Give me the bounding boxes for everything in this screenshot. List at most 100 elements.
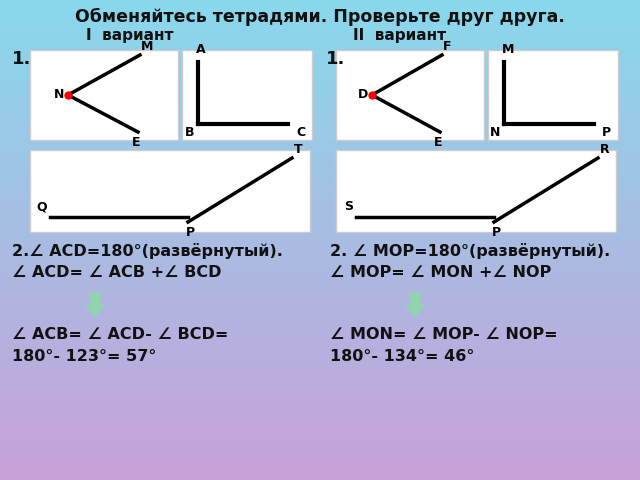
Bar [0,273,640,276]
Text: ∠ ACB= ∠ ACD- ∠ BCD=: ∠ ACB= ∠ ACD- ∠ BCD= [12,327,228,342]
Bar [0,458,640,461]
Bar [0,163,640,166]
Bar [0,278,640,281]
Text: P: P [602,126,611,139]
Bar [0,2,640,5]
Bar [0,151,640,154]
Bar [0,388,640,391]
Bar [0,350,640,353]
Bar [0,91,640,94]
Bar [0,372,640,374]
Bar [0,148,640,151]
Text: F: F [443,40,451,53]
Bar [0,67,640,70]
Bar [0,336,640,338]
Text: 1.: 1. [326,50,346,68]
Text: S: S [344,200,353,213]
Bar [0,300,640,302]
Bar [0,427,640,430]
Bar [0,38,640,41]
Bar [0,12,640,14]
Bar [0,324,640,326]
Bar [0,247,640,250]
Bar [0,417,640,420]
Bar [0,136,640,139]
Bar [30,50,178,140]
Bar [0,405,640,408]
Bar [0,223,640,226]
Bar [0,463,640,466]
Bar [0,122,640,125]
Bar [0,144,640,146]
Bar [0,367,640,370]
Bar [0,319,640,322]
Bar [0,268,640,271]
Bar [0,424,640,427]
Bar [0,50,640,53]
Text: R: R [600,143,610,156]
Bar [0,156,640,158]
Bar [0,69,640,72]
Bar [0,333,640,336]
Bar [0,297,640,300]
Bar [0,182,640,185]
Bar [0,316,640,319]
Bar [0,28,640,31]
Text: B: B [184,126,194,139]
Bar [0,242,640,245]
Bar [0,355,640,358]
Bar [0,436,640,439]
Bar [0,369,640,372]
Bar [0,396,640,398]
Bar [0,391,640,394]
Bar [0,170,640,173]
Bar [0,187,640,190]
Bar [0,108,640,110]
Bar [0,451,640,454]
Bar [0,290,640,293]
Bar [0,26,640,29]
Bar [0,189,640,192]
Bar [0,410,640,413]
Bar [182,50,312,140]
Bar [0,470,640,473]
Bar [0,52,640,55]
Bar [0,48,640,50]
Bar [0,345,640,348]
Bar [0,24,640,26]
Bar [0,45,640,48]
Bar [0,4,640,7]
Bar [0,146,640,149]
Bar [0,314,640,317]
Bar [0,283,640,286]
Bar [0,415,640,418]
Text: P: P [492,226,500,239]
Text: A: A [196,43,205,56]
Bar [0,393,640,396]
Bar [0,280,640,283]
Bar [0,331,640,334]
Bar [0,7,640,10]
Bar [0,64,640,67]
Bar [0,31,640,34]
Bar [0,439,640,442]
Text: D: D [358,87,368,100]
Bar [0,129,640,132]
Bar [0,19,640,22]
Bar [0,88,640,91]
Bar [488,50,618,140]
Bar [0,403,640,406]
Bar [0,312,640,314]
Bar [0,132,640,134]
Bar [0,420,640,422]
Bar [0,74,640,77]
Bar [0,230,640,233]
Bar [0,86,640,89]
Bar [0,16,640,19]
Bar [0,460,640,463]
Bar [0,62,640,65]
FancyArrow shape [406,293,424,317]
Bar [0,103,640,106]
Bar [0,40,640,43]
Bar [0,266,640,269]
